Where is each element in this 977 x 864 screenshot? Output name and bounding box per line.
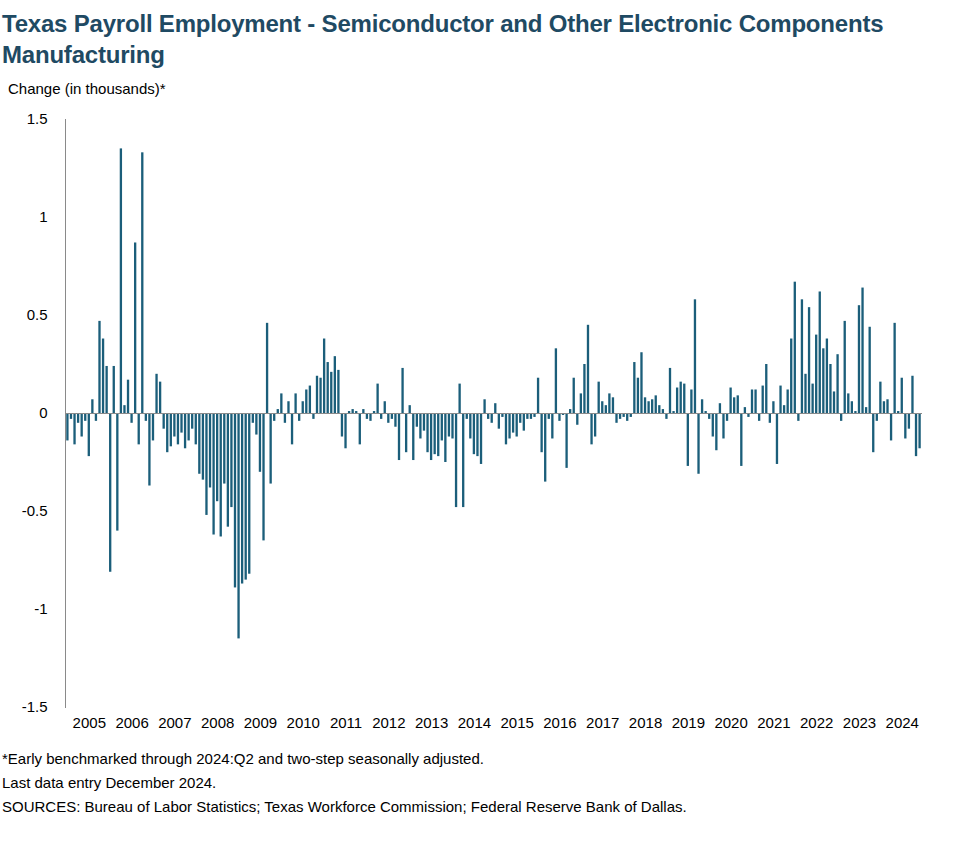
svg-text:2017: 2017 <box>586 714 619 731</box>
svg-text:2010: 2010 <box>287 714 320 731</box>
svg-text:2005: 2005 <box>73 714 106 731</box>
svg-text:2007: 2007 <box>158 714 191 731</box>
svg-text:2024: 2024 <box>886 714 919 731</box>
svg-text:-1.5: -1.5 <box>22 698 48 715</box>
html-text:Texas Payroll Employment - Sem: Texas Payroll Employment - Semiconductor… <box>2 10 884 68</box>
svg-text:2009: 2009 <box>244 714 277 731</box>
svg-text:1.5: 1.5 <box>27 110 48 127</box>
svg-text:2015: 2015 <box>500 714 533 731</box>
svg-text:2014: 2014 <box>458 714 491 731</box>
svg-text:2013: 2013 <box>415 714 448 731</box>
svg-text:2021: 2021 <box>757 714 790 731</box>
html-text:*Early benchmarked through 202: *Early benchmarked through 2024:Q2 and t… <box>2 750 484 767</box>
html-text:SOURCES: Bureau of Labor Stati: SOURCES: Bureau of Labor Statistics; Tex… <box>2 798 687 815</box>
svg-text:2022: 2022 <box>800 714 833 731</box>
svg-text:0.5: 0.5 <box>27 306 48 323</box>
svg-text:2011: 2011 <box>330 714 362 731</box>
html-text:Change (in thousands)*: Change (in thousands)* <box>8 80 166 97</box>
svg-text:2016: 2016 <box>543 714 576 731</box>
html-text:Last data entry December 2024.: Last data entry December 2024. <box>2 774 217 791</box>
svg-text:-1: -1 <box>34 600 47 617</box>
svg-text:0: 0 <box>39 404 47 421</box>
svg-text:-0.5: -0.5 <box>22 502 48 519</box>
svg-text:2018: 2018 <box>629 714 662 731</box>
svg-text:2012: 2012 <box>372 714 405 731</box>
svg-text:2020: 2020 <box>714 714 747 731</box>
svg-text:1: 1 <box>39 208 47 225</box>
svg-text:2006: 2006 <box>115 714 148 731</box>
svg-text:2019: 2019 <box>672 714 705 731</box>
svg-text:2023: 2023 <box>843 714 876 731</box>
svg-text:2008: 2008 <box>201 714 234 731</box>
